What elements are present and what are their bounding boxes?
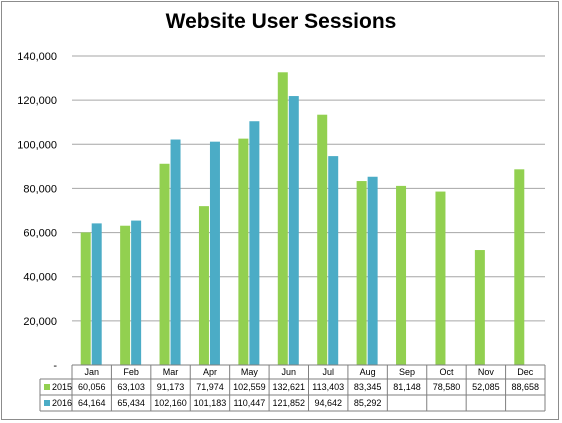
bar-2016-mar (170, 139, 181, 365)
bar-2016-may (249, 121, 260, 365)
data-label: 121,852 (273, 398, 306, 408)
bar-2015-oct (435, 191, 446, 365)
data-label: 101,183 (194, 398, 227, 408)
data-label: 113,403 (312, 382, 344, 392)
bar-2015-apr (198, 206, 209, 365)
bar-2015-feb (120, 225, 131, 365)
x-tick-label: Mar (163, 367, 179, 377)
data-label: 65,434 (117, 398, 145, 408)
bar-2015-jul (317, 114, 328, 366)
bar-2015-mar (159, 163, 170, 365)
x-tick-label: Jul (322, 367, 334, 377)
y-tick-label: 120,000 (17, 95, 57, 107)
bar-2015-nov (474, 250, 485, 365)
y-tick-label: 60,000 (23, 228, 57, 240)
y-tick-label: 100,000 (17, 139, 57, 151)
y-tick-label: - (53, 360, 57, 372)
legend-key-2015 (44, 384, 50, 390)
x-tick-label: Nov (478, 367, 495, 377)
bar-2016-apr (209, 141, 220, 365)
bar-2015-may (238, 138, 249, 365)
bar-2016-feb (131, 220, 142, 365)
data-label: 63,103 (117, 382, 145, 392)
data-label: 78,580 (433, 382, 461, 392)
x-tick-label: Sep (399, 367, 415, 377)
data-label: 102,559 (233, 382, 266, 392)
x-tick-label: Jun (282, 367, 297, 377)
bar-2015-sep (396, 185, 407, 365)
bar-2015-aug (356, 181, 367, 365)
data-label: 102,160 (154, 398, 187, 408)
x-tick-label: Feb (123, 367, 139, 377)
data-label: 71,974 (196, 382, 224, 392)
data-label: 85,292 (354, 398, 382, 408)
data-label: 110,447 (233, 398, 265, 408)
data-label: 132,621 (273, 382, 306, 392)
bar-2016-jul (328, 156, 339, 365)
data-label: 94,642 (314, 398, 342, 408)
legend-label: 2016 (52, 398, 72, 408)
legend-key-2016 (44, 400, 50, 406)
y-tick-label: 80,000 (23, 183, 57, 195)
data-label: 60,056 (78, 382, 106, 392)
x-tick-label: Dec (517, 367, 534, 377)
x-tick-label: Apr (203, 367, 217, 377)
data-label: 88,658 (512, 382, 540, 392)
y-tick-label: 20,000 (23, 316, 57, 328)
data-label: 81,148 (393, 382, 421, 392)
bar-2015-jan (80, 232, 91, 365)
data-label: 83,345 (354, 382, 382, 392)
x-tick-label: Jan (84, 367, 99, 377)
x-tick-label: May (241, 367, 259, 377)
bar-2016-aug (367, 176, 378, 365)
data-label: 52,085 (472, 382, 500, 392)
bar-2016-jan (91, 223, 102, 365)
y-tick-label: 140,000 (17, 51, 57, 63)
data-label: 64,164 (78, 398, 106, 408)
legend-label: 2015 (52, 382, 72, 392)
bar-2015-dec (514, 169, 525, 365)
chart-title: Website User Sessions (165, 10, 397, 33)
x-tick-label: Aug (360, 367, 376, 377)
bar-2015-jun (277, 72, 288, 366)
y-tick-label: 40,000 (23, 272, 57, 284)
bar-2016-jun (288, 96, 299, 365)
data-label: 91,173 (157, 382, 185, 392)
x-tick-label: Oct (439, 367, 454, 377)
